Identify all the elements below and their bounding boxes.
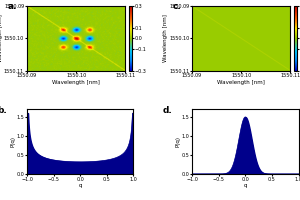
- Text: b.: b.: [0, 106, 7, 115]
- X-axis label: Wavelength [nm]: Wavelength [nm]: [52, 80, 100, 85]
- X-axis label: q: q: [79, 183, 82, 188]
- Text: a.: a.: [7, 2, 17, 11]
- Y-axis label: Wavelength [nm]: Wavelength [nm]: [0, 14, 3, 62]
- Text: d.: d.: [162, 106, 172, 115]
- X-axis label: q: q: [244, 183, 247, 188]
- Y-axis label: P(q): P(q): [10, 136, 15, 147]
- Text: c.: c.: [172, 2, 181, 11]
- Y-axis label: P(q): P(q): [175, 136, 180, 147]
- X-axis label: Wavelength [nm]: Wavelength [nm]: [217, 80, 265, 85]
- Y-axis label: Wavelength [nm]: Wavelength [nm]: [163, 14, 168, 62]
